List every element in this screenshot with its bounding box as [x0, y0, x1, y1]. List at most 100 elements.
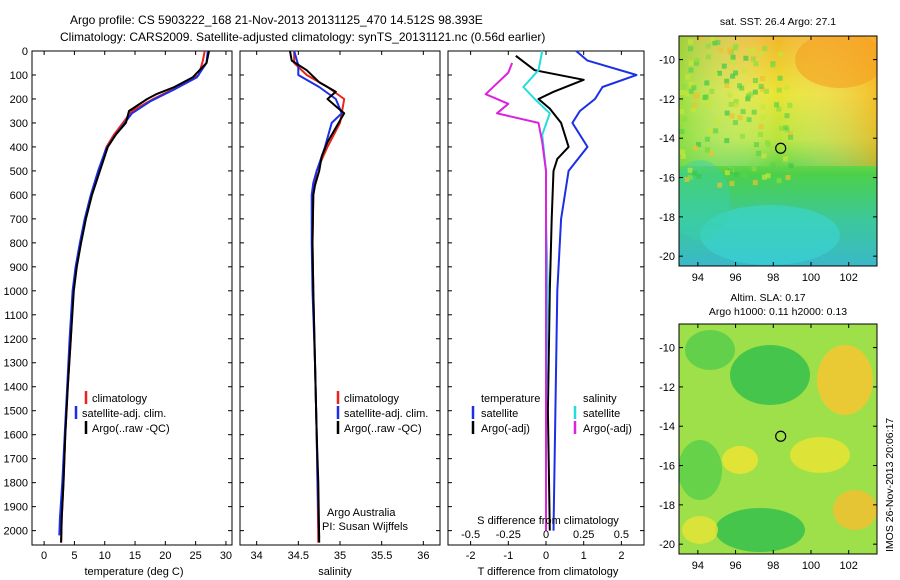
sst-pixel — [774, 102, 779, 108]
sst-pixel — [724, 78, 730, 84]
annotation-argo-australia: Argo Australia — [327, 507, 396, 519]
sst-pixel — [762, 46, 768, 51]
series-line-satellite-adj-clim- — [58, 50, 209, 536]
sst-pixel — [692, 102, 698, 108]
sst-pixel — [713, 128, 719, 134]
sst-pixel — [730, 54, 736, 60]
salinity-axes-frame — [239, 50, 441, 546]
temperature-lines — [58, 50, 210, 543]
map-x-tick-label: 94 — [692, 272, 704, 284]
sst-argo-location-marker — [775, 142, 787, 154]
sst-pixel — [679, 109, 684, 115]
map-x-tick-label: 96 — [729, 272, 741, 284]
map-x-tick-label: 100 — [802, 272, 820, 284]
temperature-legend: climatology satellite-adj. clim. Argo(..… — [74, 391, 170, 435]
sst-pixel — [688, 67, 694, 73]
sst-pixel — [679, 90, 685, 95]
sst-pixel — [679, 149, 685, 155]
sst-cool-patch-2 — [679, 160, 730, 240]
sst-pixel — [778, 51, 783, 57]
sst-pixel — [788, 134, 793, 140]
x-tick-label: 0 — [543, 550, 549, 562]
legend-climatology-label: climatology — [344, 393, 400, 405]
sst-pixel — [691, 85, 697, 91]
sla-blob-yellow-5 — [682, 516, 718, 544]
sst-pixel — [708, 151, 714, 156]
y-tick-label: 1600 — [4, 430, 28, 442]
sst-pixel — [752, 89, 758, 95]
s-tick-label: 0.25 — [573, 529, 594, 541]
series-line-salinity-satellite — [522, 50, 551, 531]
sst-map-panel: sat. SST: 26.4 Argo: 27.1 -10-12-14-16-1… — [659, 16, 878, 284]
series-line-temperature-argo-adj- — [515, 55, 585, 531]
sst-pixel — [751, 166, 757, 172]
map-x-tick-label: 98 — [767, 272, 779, 284]
sst-pixel — [745, 96, 751, 102]
y-tick-label: 600 — [10, 190, 28, 202]
y-tick-label: 500 — [10, 166, 28, 178]
y-tick-label: 1100 — [4, 310, 28, 322]
temperature-axes-frame — [31, 50, 233, 546]
map-y-tick-label: -14 — [659, 133, 675, 145]
sla-map-title-line2: Argo h1000: 0.11 h2000: 0.13 — [709, 306, 847, 318]
y-tick-label: 700 — [10, 214, 28, 226]
sst-pixel — [679, 128, 685, 134]
sst-pixel — [681, 84, 687, 90]
legend-t-satellite-label: satellite — [481, 408, 518, 420]
sst-pixel — [733, 70, 739, 76]
sla-blob-yellow-1 — [817, 345, 873, 415]
x-tick-label: 0 — [41, 550, 47, 562]
sst-pixel — [705, 102, 711, 108]
x-tick-label: 25 — [190, 550, 202, 562]
salinity-legend: climatology satellite-adj. clim. Argo(..… — [336, 391, 428, 435]
y-tick-label: 1400 — [4, 382, 28, 394]
x-tick-label: 15 — [129, 550, 141, 562]
difference-lines — [484, 50, 638, 531]
sla-blob-yellow-2 — [722, 446, 758, 474]
x-tick-label: 34 — [251, 550, 263, 562]
map-y-tick-label: -12 — [659, 382, 675, 394]
sst-pixel — [717, 182, 723, 188]
legend-satellite-label: satellite-adj. clim. — [82, 408, 166, 420]
map-y-tick-label: -14 — [659, 421, 675, 433]
difference-y-ticks — [448, 50, 644, 532]
s-tick-label: -0.5 — [461, 529, 480, 541]
sst-pixel — [680, 153, 686, 159]
map-x-tick-label: 94 — [692, 560, 704, 572]
sst-pixel — [718, 47, 724, 53]
difference-panel: -2 -1 0 1 2 temperature salinity satellite A… — [447, 50, 645, 578]
sst-pixel — [758, 84, 764, 89]
sst-cool-patch — [700, 205, 840, 265]
sst-pixel — [760, 104, 766, 110]
sst-pixel — [740, 109, 746, 115]
legend-satellite-label: satellite-adj. clim. — [344, 408, 428, 420]
sst-pixel — [733, 102, 739, 108]
sst-pixel — [706, 96, 712, 102]
sla-blob-yellow-3 — [790, 437, 850, 473]
sst-pixel — [706, 54, 711, 60]
sst-pixel — [694, 92, 700, 98]
y-tick-label: 1500 — [4, 406, 28, 418]
sst-pixel — [705, 43, 711, 49]
sst-pixel — [778, 125, 784, 131]
sst-map-frame — [678, 35, 878, 267]
sst-pixel — [729, 59, 735, 65]
sst-pixel — [715, 119, 721, 125]
x-tick-label: 35.5 — [371, 550, 392, 562]
y-tick-label: 1800 — [4, 478, 28, 490]
map-x-tick-label: 96 — [729, 560, 741, 572]
sst-pixel — [691, 107, 696, 113]
s-tick-label: -0.25 — [496, 529, 521, 541]
sst-pixel — [761, 153, 767, 159]
x-tick-label: -2 — [466, 550, 476, 562]
sst-pixel — [788, 163, 794, 169]
sst-pixel — [696, 174, 702, 179]
sst-pixel — [724, 170, 730, 176]
sst-pixel — [746, 117, 752, 123]
sst-pixel — [692, 170, 698, 176]
map-y-tick-label: -10 — [659, 343, 675, 355]
sst-pixel — [729, 113, 735, 119]
side-timestamp-label: IMOS 26-Nov-2013 20:06:17 — [884, 418, 896, 552]
sst-pixel — [783, 156, 789, 162]
sst-pixel — [724, 110, 730, 116]
